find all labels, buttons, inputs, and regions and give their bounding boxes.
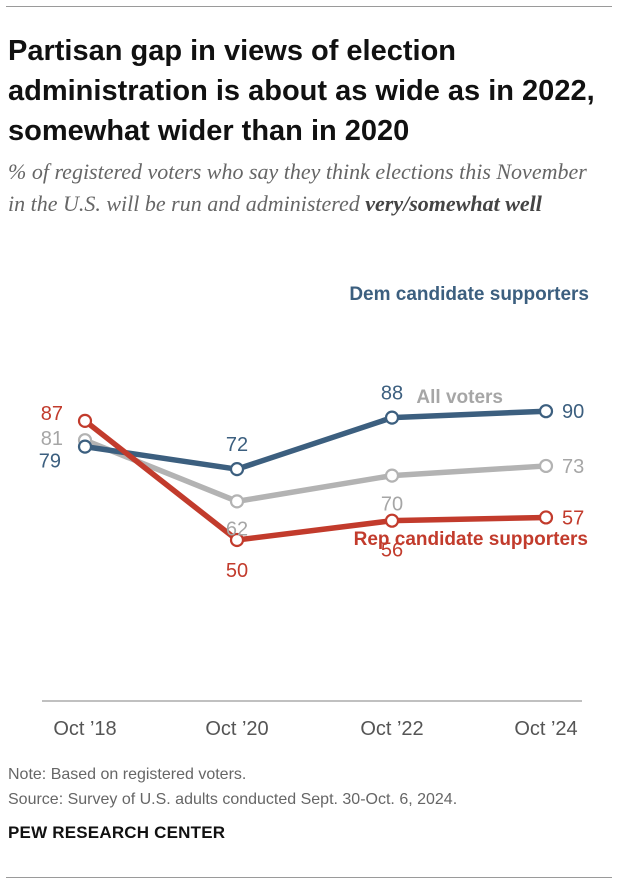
data-label-dem: 88 <box>381 383 403 405</box>
data-point-all <box>538 458 554 474</box>
data-label-dem: 90 <box>562 401 584 423</box>
subtitle-lead: % of registered voters who say they thin… <box>8 159 587 216</box>
x-tick-label: Oct ’22 <box>360 718 423 740</box>
data-point-rep <box>77 413 93 428</box>
series-line-all <box>82 437 549 505</box>
data-label-dem: 79 <box>39 451 61 473</box>
data-point-dem <box>77 439 93 454</box>
series-label-all: All voters <box>416 387 503 408</box>
x-tick-label: Oct ’18 <box>53 718 116 740</box>
data-point-rep <box>384 513 400 528</box>
bottom-rule <box>6 877 612 878</box>
data-label-all: 81 <box>41 428 63 450</box>
series-label-dem: Dem candidate supporters <box>349 284 589 305</box>
subtitle-emphasis: very/somewhat well <box>365 191 542 216</box>
note: Note: Based on registered voters. <box>8 766 247 783</box>
data-label-all: 73 <box>562 456 584 478</box>
line-chart: Oct ’18 Oct ’20 Oct ’22 Oct ’24 81 62 70 73 79 72… <box>39 284 589 740</box>
series-line-rep <box>82 418 549 543</box>
data-point-all <box>229 494 245 509</box>
data-point-all <box>384 468 400 483</box>
pew-logo-text: PEW RESEARCH CENTER <box>8 823 226 842</box>
data-point-rep <box>538 510 554 525</box>
series-label-rep: Rep candidate supporters <box>354 529 588 550</box>
data-point-rep <box>229 532 245 548</box>
data-label-rep: 87 <box>41 403 63 425</box>
data-point-dem <box>384 410 400 425</box>
data-point-dem <box>538 404 554 419</box>
data-label-rep: 50 <box>226 560 248 582</box>
top-rule <box>6 6 612 7</box>
data-label-all: 62 <box>226 518 248 540</box>
series-line-dem <box>82 408 549 472</box>
data-label-all: 70 <box>381 494 403 516</box>
data-label-rep: 57 <box>562 507 584 529</box>
source: Source: Survey of U.S. adults conducted … <box>8 791 458 808</box>
chart-title: Partisan gap in views of election admini… <box>8 35 595 147</box>
data-label-dem: 72 <box>226 434 248 456</box>
data-label-rep: 56 <box>381 540 403 562</box>
chart-subtitle: % of registered voters who say they thin… <box>8 156 608 220</box>
x-tick-label: Oct ’20 <box>205 718 268 740</box>
data-point-dem <box>229 462 245 477</box>
x-tick-label: Oct ’24 <box>514 718 577 740</box>
